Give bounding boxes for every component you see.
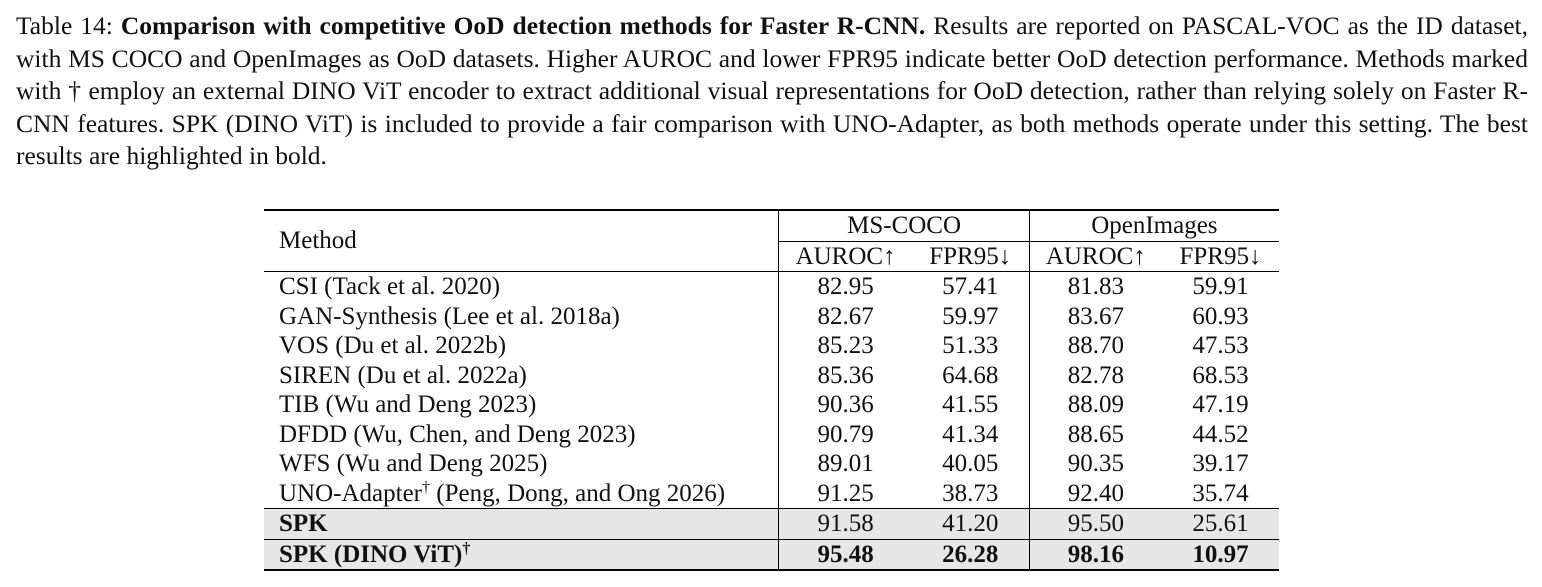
value-cell: 60.93 bbox=[1192, 302, 1249, 330]
method-cell: UNO-Adapter† (Peng, Dong, and Ong 2026) bbox=[264, 479, 779, 509]
value-cell: 41.55 bbox=[942, 391, 999, 418]
value-cell: 59.91 bbox=[1192, 273, 1249, 300]
caption-label: Table 14: bbox=[16, 11, 113, 40]
table-row-highlight: SPK 91.58 41.20 95.50 25.61 bbox=[264, 508, 1279, 539]
method-name: UNO-Adapter bbox=[279, 479, 423, 507]
value-cell: 90.79 bbox=[778, 419, 912, 449]
value-cell: 41.20 bbox=[911, 508, 1030, 539]
table-row: GAN-Synthesis (Lee et al. 2018a) 82.67 5… bbox=[264, 301, 1279, 331]
value-cell: 57.41 bbox=[942, 273, 999, 300]
value-cell: 59.97 bbox=[942, 302, 999, 330]
value-cell: 91.58 bbox=[778, 508, 912, 539]
value-cell: 51.33 bbox=[942, 332, 999, 359]
value-cell: 85.36 bbox=[778, 360, 912, 390]
table-row-highlight: SPK (DINO ViT)† 95.48 26.28 98.16 10.97 bbox=[264, 539, 1279, 570]
caption-text: Results are reported on PASCAL-VOC as th… bbox=[16, 11, 1529, 170]
value-cell: 81.83 bbox=[1028, 271, 1162, 302]
value-cell: 47.53 bbox=[1192, 332, 1249, 359]
value-cell: 88.70 bbox=[1028, 331, 1162, 361]
value-cell: 90.35 bbox=[1028, 449, 1162, 479]
col-header-openimages-auroc: AUROC↑ bbox=[1028, 241, 1162, 272]
table-row: TIB (Wu and Deng 2023) 90.36 41.55 88.09… bbox=[264, 390, 1279, 420]
value-cell-best: 95.48 bbox=[778, 539, 912, 570]
method-cell: WFS (Wu and Deng 2025) bbox=[279, 450, 548, 477]
value-cell: 39.17 bbox=[1192, 450, 1249, 477]
dagger-mark: † bbox=[422, 478, 431, 496]
value-cell-best: 98.16 bbox=[1028, 539, 1162, 570]
group-header-openimages: OpenImages bbox=[1028, 210, 1279, 242]
value-cell: 83.67 bbox=[1028, 301, 1162, 331]
col-header-coco-fpr95: FPR95↓ bbox=[929, 242, 1012, 270]
table-row: CSI (Tack et al. 2020) 82.95 57.41 81.83… bbox=[264, 271, 1279, 302]
value-cell: 82.95 bbox=[778, 271, 912, 302]
header-row-groups: Method MS-COCO OpenImages bbox=[264, 210, 1279, 254]
dagger-mark: † bbox=[462, 539, 471, 557]
method-cell: CSI (Tack et al. 2020) bbox=[279, 273, 501, 300]
value-cell: 44.52 bbox=[1192, 420, 1249, 448]
col-header-openimages-fpr95: FPR95↓ bbox=[1179, 242, 1262, 270]
value-cell: 88.09 bbox=[1028, 390, 1162, 420]
col-header-coco-auroc: AUROC↑ bbox=[778, 241, 912, 272]
value-cell: 88.65 bbox=[1028, 419, 1162, 449]
table-row: UNO-Adapter† (Peng, Dong, and Ong 2026) … bbox=[264, 478, 1279, 509]
table-caption: Table 14: Comparison with competitive Oo… bbox=[16, 10, 1528, 173]
value-cell: 68.53 bbox=[1192, 361, 1249, 389]
value-cell: 82.78 bbox=[1028, 360, 1162, 390]
value-cell: 92.40 bbox=[1028, 478, 1162, 509]
value-cell: 91.25 bbox=[778, 478, 912, 509]
value-cell: 38.73 bbox=[942, 479, 999, 507]
group-header-ms-coco: MS-COCO bbox=[778, 210, 1030, 242]
value-cell: 82.67 bbox=[778, 301, 912, 331]
value-cell: 89.01 bbox=[778, 449, 912, 479]
method-cell: VOS (Du et al. 2022b) bbox=[279, 332, 507, 359]
method-citation: (Peng, Dong, and Ong 2026) bbox=[430, 479, 726, 507]
table-row: DFDD (Wu, Chen, and Deng 2023) 90.79 41.… bbox=[264, 419, 1279, 449]
method-header: Method bbox=[279, 227, 357, 255]
value-cell-best: 26.28 bbox=[911, 539, 1030, 570]
method-cell: SPK (DINO ViT)† bbox=[264, 539, 779, 570]
table-row: VOS (Du et al. 2022b) 85.23 51.33 88.70 … bbox=[264, 331, 1279, 361]
value-cell: 47.19 bbox=[1192, 391, 1249, 418]
table-row: SIREN (Du et al. 2022a) 85.36 64.68 82.7… bbox=[264, 360, 1279, 390]
method-cell: SPK bbox=[264, 508, 779, 539]
value-cell: 64.68 bbox=[942, 361, 999, 389]
header-row-metrics: AUROC↑ FPR95↓ AUROC↑ FPR95↓ bbox=[264, 241, 1279, 272]
results-table: Method MS-COCO OpenImages AUROC↑ FPR95↓ … bbox=[264, 209, 1279, 571]
method-cell: SIREN (Du et al. 2022a) bbox=[279, 361, 527, 389]
table-row: WFS (Wu and Deng 2025) 89.01 40.05 90.35… bbox=[264, 449, 1279, 479]
value-cell: 35.74 bbox=[1192, 479, 1249, 507]
value-cell-best: 10.97 bbox=[1161, 539, 1279, 570]
value-cell: 25.61 bbox=[1161, 508, 1279, 539]
method-name: SPK (DINO ViT) bbox=[279, 540, 463, 568]
caption-title: Comparison with competitive OoD detectio… bbox=[120, 11, 926, 40]
method-cell: GAN-Synthesis (Lee et al. 2018a) bbox=[279, 302, 620, 330]
value-cell: 85.23 bbox=[778, 331, 912, 361]
method-cell: TIB (Wu and Deng 2023) bbox=[279, 391, 537, 418]
value-cell: 90.36 bbox=[778, 390, 912, 420]
value-cell: 95.50 bbox=[1028, 508, 1162, 539]
value-cell: 41.34 bbox=[942, 420, 999, 448]
value-cell: 40.05 bbox=[942, 450, 999, 477]
method-cell: DFDD (Wu, Chen, and Deng 2023) bbox=[279, 420, 636, 448]
